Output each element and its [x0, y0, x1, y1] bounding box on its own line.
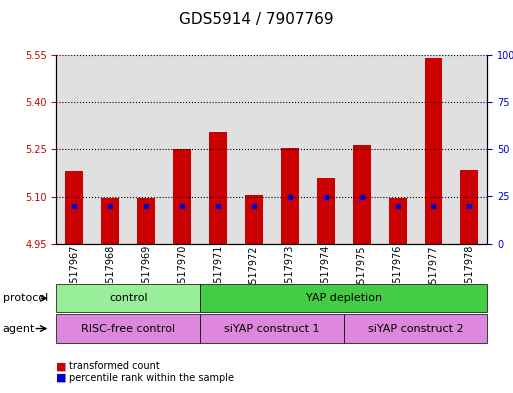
Bar [352, 145, 370, 244]
Bar [344, 55, 380, 244]
Bar [317, 178, 334, 244]
Bar [236, 55, 272, 244]
Bar [281, 148, 299, 244]
Bar [451, 55, 487, 244]
Text: YAP depletion: YAP depletion [306, 293, 382, 303]
Bar [209, 132, 227, 244]
Text: protocol: protocol [3, 293, 48, 303]
Bar [173, 149, 191, 244]
Bar [460, 170, 478, 244]
Text: siYAP construct 1: siYAP construct 1 [224, 323, 320, 334]
Bar [128, 55, 164, 244]
Text: GDS5914 / 7907769: GDS5914 / 7907769 [179, 12, 334, 27]
Bar [424, 58, 442, 244]
Text: ■: ■ [56, 361, 67, 371]
Bar [66, 171, 83, 244]
Text: percentile rank within the sample: percentile rank within the sample [69, 373, 234, 383]
Text: control: control [109, 293, 148, 303]
Bar [245, 195, 263, 244]
Bar [272, 55, 308, 244]
Text: agent: agent [3, 323, 35, 334]
Bar [92, 55, 128, 244]
Bar [416, 55, 451, 244]
Bar [380, 55, 416, 244]
Text: siYAP construct 2: siYAP construct 2 [368, 323, 463, 334]
Bar [308, 55, 344, 244]
Text: ■: ■ [56, 373, 67, 383]
Text: transformed count: transformed count [69, 361, 160, 371]
Bar [56, 55, 92, 244]
Bar [137, 198, 155, 244]
Text: RISC-free control: RISC-free control [81, 323, 175, 334]
Bar [164, 55, 200, 244]
Bar [200, 55, 236, 244]
Bar [388, 198, 406, 244]
Bar [101, 198, 119, 244]
